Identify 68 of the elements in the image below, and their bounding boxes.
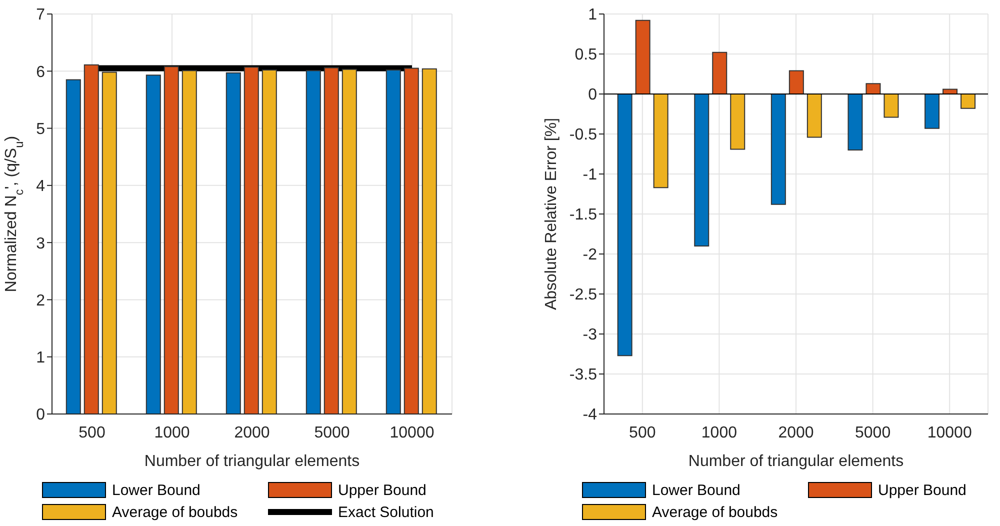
- bar: [653, 94, 668, 188]
- x-tick-label: 500: [629, 424, 656, 442]
- y-tick-label: 0: [588, 86, 598, 104]
- legend-label: Average of boubds: [112, 504, 238, 520]
- legend-label: Average of boubds: [652, 504, 778, 520]
- x-tick-label: 2000: [778, 424, 814, 442]
- y-axis-title: Absolute Relative Error [%]: [543, 118, 560, 310]
- bar: [617, 94, 632, 356]
- bar: [324, 67, 339, 414]
- y-tick-label: -1.5: [569, 206, 598, 224]
- y-tick-label: 6: [36, 64, 46, 81]
- y-tick-label: 2: [36, 292, 46, 310]
- y-tick-label: 5: [36, 120, 46, 138]
- y-tick-label: -3.5: [569, 366, 598, 384]
- y-tick-label: -2.5: [569, 286, 598, 304]
- bar: [694, 94, 710, 246]
- x-tick-label: 10000: [390, 424, 434, 442]
- bar: [386, 70, 401, 414]
- bar: [66, 79, 81, 414]
- legend-label: Upper Bound: [878, 482, 966, 498]
- bar: [84, 64, 99, 414]
- bar: [770, 94, 786, 205]
- bar: [164, 66, 179, 414]
- x-tick-label: 1000: [701, 424, 738, 442]
- bar: [635, 20, 650, 94]
- bar: [342, 68, 357, 414]
- bar: [730, 94, 746, 150]
- y-tick-label: 0.5: [574, 46, 598, 64]
- bar: [262, 70, 277, 414]
- bar: [226, 72, 241, 414]
- x-axis-title: Number of triangular elements: [144, 453, 360, 470]
- legend-label: Lower Bound: [112, 482, 200, 498]
- x-tick-label: 1000: [154, 424, 190, 442]
- bar: [182, 70, 197, 414]
- y-tick-label: -0.5: [569, 126, 598, 144]
- y-tick-label: 4: [36, 178, 46, 196]
- y-tick-label: -4: [582, 406, 598, 424]
- x-axis-title: Number of triangular elements: [688, 453, 904, 470]
- y-tick-label: -3: [582, 326, 598, 344]
- bar: [712, 52, 728, 94]
- bar: [866, 83, 881, 94]
- bar: [788, 70, 804, 94]
- x-tick-label: 5000: [855, 424, 891, 442]
- bar: [806, 94, 822, 138]
- bar: [884, 94, 899, 118]
- y-tick-label: 1: [588, 6, 598, 24]
- bar: [146, 74, 161, 414]
- y-tick-label: 1: [36, 350, 46, 367]
- bar: [848, 94, 863, 150]
- y-tick-label: -1: [582, 166, 598, 184]
- bar: [924, 94, 940, 129]
- bar: [244, 66, 259, 414]
- legend-label: Exact Solution: [338, 504, 434, 520]
- bar: [102, 72, 117, 414]
- y-tick-label: 0: [36, 406, 46, 424]
- legend-label: Lower Bound: [652, 482, 740, 498]
- bar: [404, 68, 419, 414]
- bar: [306, 70, 321, 414]
- y-tick-label: 7: [36, 6, 46, 24]
- legend-label: Upper Bound: [338, 482, 426, 498]
- y-tick-label: 3: [36, 235, 46, 252]
- bar: [960, 94, 976, 109]
- x-tick-label: 2000: [234, 424, 270, 442]
- x-tick-label: 500: [78, 424, 106, 442]
- x-tick-label: 5000: [314, 424, 350, 442]
- bar: [422, 68, 437, 414]
- y-tick-label: -2: [582, 246, 598, 264]
- x-tick-label: 10000: [927, 424, 972, 442]
